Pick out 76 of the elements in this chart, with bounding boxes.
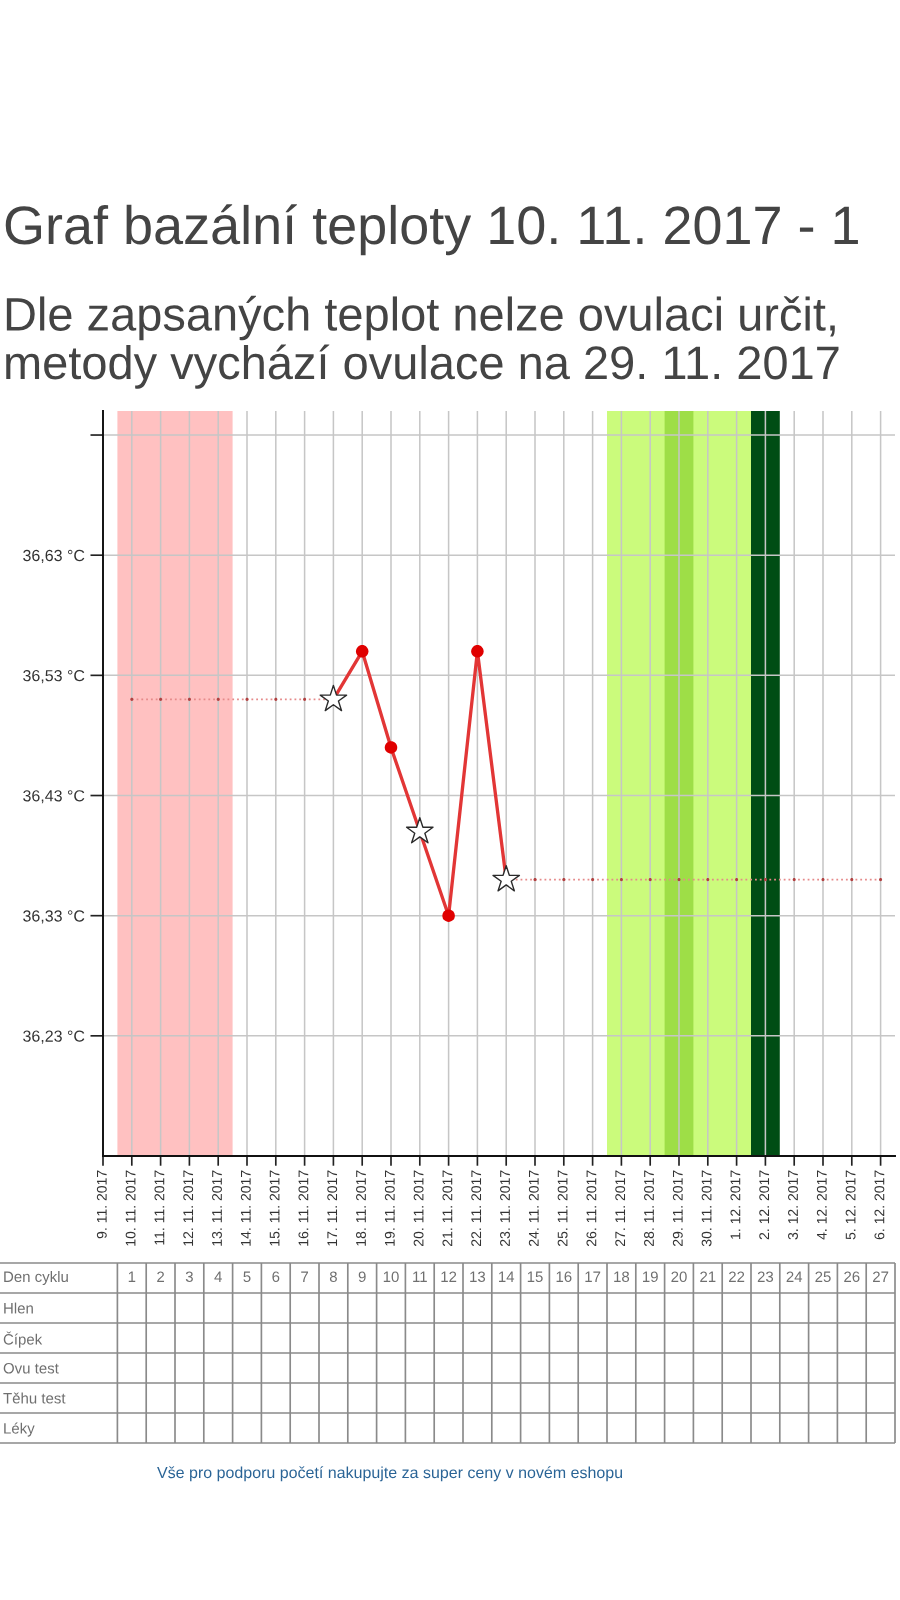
x-tick-label: 25. 11. 2017 bbox=[557, 1170, 568, 1246]
x-tick-label: 9 bbox=[358, 1271, 366, 1283]
y-tick-label: 36,33 °C bbox=[23, 910, 85, 924]
x-tick-label: 26 bbox=[844, 1271, 860, 1283]
y-tick-label: Ovu test bbox=[3, 1362, 59, 1374]
x-tick-label: 9. 11. 2017 bbox=[96, 1170, 107, 1239]
x-tick-label: 27 bbox=[873, 1271, 889, 1282]
x-tick-label: 12. 11. 2017 bbox=[183, 1170, 194, 1246]
x-tick-label: 20. 11. 2017 bbox=[413, 1170, 424, 1246]
x-tick-label: 11. 11. 2017 bbox=[154, 1170, 165, 1245]
x-tick-label: 23. 11. 2017 bbox=[500, 1170, 510, 1246]
x-tick-label: 15. 11. 2017 bbox=[269, 1170, 280, 1246]
y-tick-label: 36,53 °C bbox=[23, 669, 85, 684]
x-tick-label: 6 bbox=[272, 1271, 280, 1283]
x-tick-label: 21 bbox=[700, 1271, 716, 1282]
x-tick-label: 7 bbox=[301, 1271, 309, 1282]
x-tick-label: 27. 11. 2017 bbox=[615, 1170, 626, 1246]
x-tick-label: 14 bbox=[499, 1271, 515, 1282]
point bbox=[355, 645, 369, 658]
x-tick-label: 21. 11. 2017 bbox=[442, 1170, 453, 1246]
point bbox=[405, 816, 434, 844]
x-tick-label: 4. 12. 2017 bbox=[816, 1170, 827, 1240]
x-tick-label: 22. 11. 2017 bbox=[471, 1170, 482, 1246]
y-tick-label: Čípek bbox=[3, 1331, 43, 1348]
x-tick-label: 1. 12. 2017 bbox=[730, 1170, 741, 1239]
x-tick-label: 3. 12. 2017 bbox=[788, 1170, 798, 1240]
x-tick-label: 13. 11. 2017 bbox=[212, 1170, 222, 1246]
y-tick-label: 36,63 °C bbox=[23, 549, 85, 564]
x-tick-label: 23 bbox=[757, 1271, 774, 1283]
x-tick-label: 17. 11. 2017 bbox=[327, 1170, 338, 1246]
x-tick-label: 17 bbox=[585, 1271, 601, 1282]
x-tick-label: 4 bbox=[214, 1271, 222, 1282]
x-tick-label: 28. 11. 2017 bbox=[644, 1170, 654, 1246]
chart-subtitle: Dle zapsaných teplot nelze ovulaci určit, metody vychází ovulace na 29. 11. 2017 bbox=[6, 295, 839, 389]
x-tick-label: 19. 11. 2017 bbox=[384, 1170, 395, 1246]
point bbox=[319, 684, 348, 712]
x-tick-label: 20 bbox=[671, 1271, 687, 1283]
x-tick-label: 6. 12. 2017 bbox=[874, 1170, 885, 1240]
x-tick-label: 24 bbox=[786, 1271, 803, 1282]
x-tick-label: 16. 11. 2017 bbox=[298, 1170, 309, 1246]
x-tick-label: 5. 12. 2017 bbox=[845, 1170, 856, 1240]
x-tick-label: 11 bbox=[413, 1271, 427, 1282]
point bbox=[442, 909, 455, 922]
y-tick-label: 36,23 °C bbox=[23, 1030, 85, 1044]
text: Vše pro podporu početí nakupujte za super ceny v novém eshopu bbox=[157, 1466, 623, 1482]
x-tick-label: 16 bbox=[556, 1271, 572, 1283]
x-tick-label: 15 bbox=[527, 1271, 543, 1283]
x-tick-label: 26. 11. 2017 bbox=[586, 1170, 597, 1246]
x-tick-label: 25 bbox=[815, 1271, 831, 1283]
y-tick-label: Hlen bbox=[4, 1302, 33, 1314]
x-tick-label: 14. 11. 2017 bbox=[240, 1170, 251, 1246]
x-tick-label: 12 bbox=[441, 1271, 457, 1282]
x-tick-label: 24. 11. 2017 bbox=[528, 1170, 539, 1246]
x-tick-label: 5 bbox=[243, 1271, 251, 1283]
y-tick-label: 36,43 °C bbox=[23, 790, 85, 804]
point bbox=[471, 645, 484, 658]
x-tick-label: 10. 11. 2017 bbox=[125, 1170, 136, 1246]
x-tick-label: 19 bbox=[643, 1271, 658, 1283]
x-tick-label: 18. 11. 2017 bbox=[356, 1170, 366, 1246]
chart-title: Graf bazální teploty 10. 11. 2017 - 1 bbox=[5, 204, 858, 256]
x-tick-label: 30. 11. 2017 bbox=[701, 1170, 712, 1247]
y-tick-label: Těhu test bbox=[3, 1392, 66, 1404]
x-tick-label: 2 bbox=[157, 1271, 165, 1282]
point bbox=[492, 865, 521, 892]
x-tick-label: 8 bbox=[329, 1271, 337, 1283]
x-tick-label: 13 bbox=[470, 1271, 486, 1283]
point bbox=[384, 741, 398, 754]
x-tick-label: 2. 12. 2017 bbox=[759, 1170, 770, 1240]
x-tick-label: 3 bbox=[185, 1271, 193, 1283]
x-tick-label: 1 bbox=[128, 1271, 136, 1282]
y-tick-label: Léky bbox=[4, 1422, 35, 1437]
x-tick-label: 18 bbox=[614, 1271, 630, 1283]
x-tick-label: 22 bbox=[729, 1271, 745, 1282]
x-axis-title: Den cyklu bbox=[4, 1271, 68, 1285]
x-tick-label: 29. 11. 2017 bbox=[672, 1170, 683, 1246]
x-tick-label: 10 bbox=[383, 1271, 399, 1283]
